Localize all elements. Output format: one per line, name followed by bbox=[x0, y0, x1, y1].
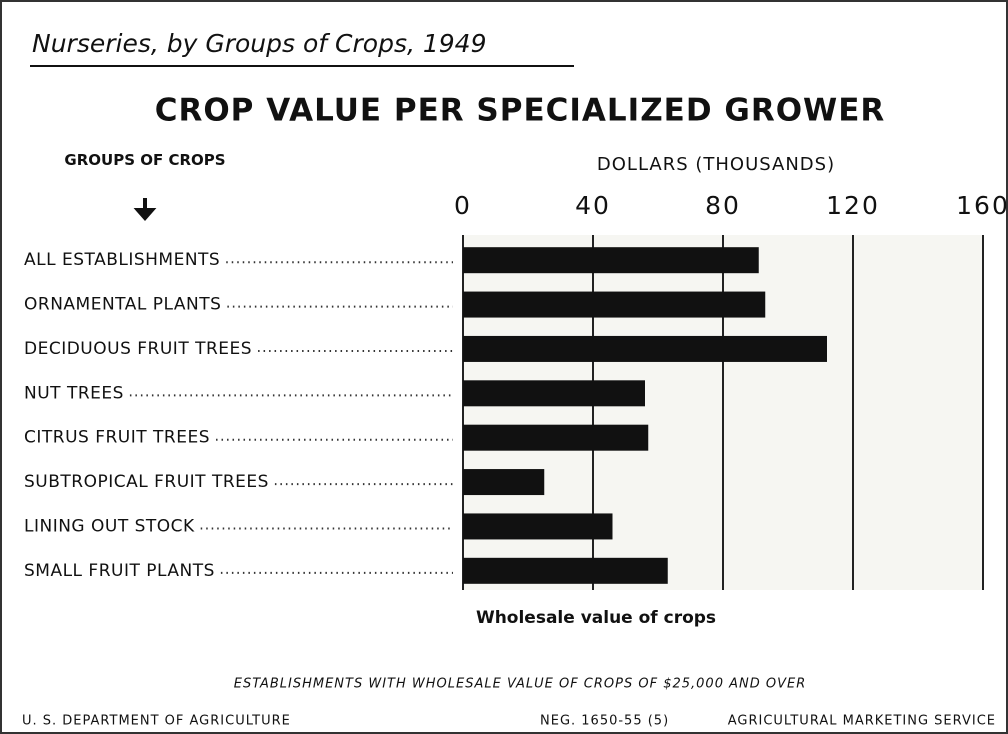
footer-middle: NEG. 1650-55 (5) bbox=[540, 714, 669, 729]
footer-left: U. S. DEPARTMENT OF AGRICULTURE bbox=[22, 714, 291, 729]
bar bbox=[463, 291, 766, 318]
bar bbox=[463, 557, 668, 584]
category-label: NUT TREES bbox=[24, 383, 124, 403]
category-axis-label: GROUPS OF CROPS bbox=[64, 151, 226, 169]
x-tick-label: 120 bbox=[826, 191, 880, 220]
x-tick-label: 0 bbox=[454, 191, 472, 220]
chart-title: CROP VALUE PER SPECIALIZED GROWER bbox=[155, 93, 886, 129]
chart-subtitle: Nurseries, by Groups of Crops, 1949 bbox=[32, 29, 486, 58]
bar bbox=[463, 469, 545, 496]
bar bbox=[463, 513, 613, 540]
bar bbox=[463, 424, 649, 451]
category-label: DECIDUOUS FRUIT TREES bbox=[24, 339, 252, 359]
x-tick-label: 160 bbox=[956, 191, 1008, 220]
x-axis-label: DOLLARS (THOUSANDS) bbox=[597, 154, 835, 175]
bar bbox=[463, 247, 759, 274]
x-tick-label: 40 bbox=[575, 191, 611, 220]
category-label: LINING OUT STOCK bbox=[24, 516, 195, 536]
footer-right: AGRICULTURAL MARKETING SERVICE bbox=[728, 714, 996, 729]
category-label: SMALL FRUIT PLANTS bbox=[24, 561, 215, 581]
note: ESTABLISHMENTS WITH WHOLESALE VALUE OF C… bbox=[234, 677, 806, 692]
category-label: ORNAMENTAL PLANTS bbox=[24, 295, 221, 315]
category-label: CITRUS FRUIT TREES bbox=[24, 428, 210, 448]
x-tick-label: 80 bbox=[705, 191, 741, 220]
category-label: ALL ESTABLISHMENTS bbox=[24, 250, 220, 270]
caption: Wholesale value of crops bbox=[476, 608, 716, 628]
bar bbox=[463, 335, 827, 362]
category-axis-label-box: GROUPS OF CROPS bbox=[64, 151, 226, 169]
category-label: SUBTROPICAL FRUIT TREES bbox=[24, 472, 269, 492]
arrow bbox=[133, 198, 157, 222]
bar bbox=[463, 380, 645, 407]
